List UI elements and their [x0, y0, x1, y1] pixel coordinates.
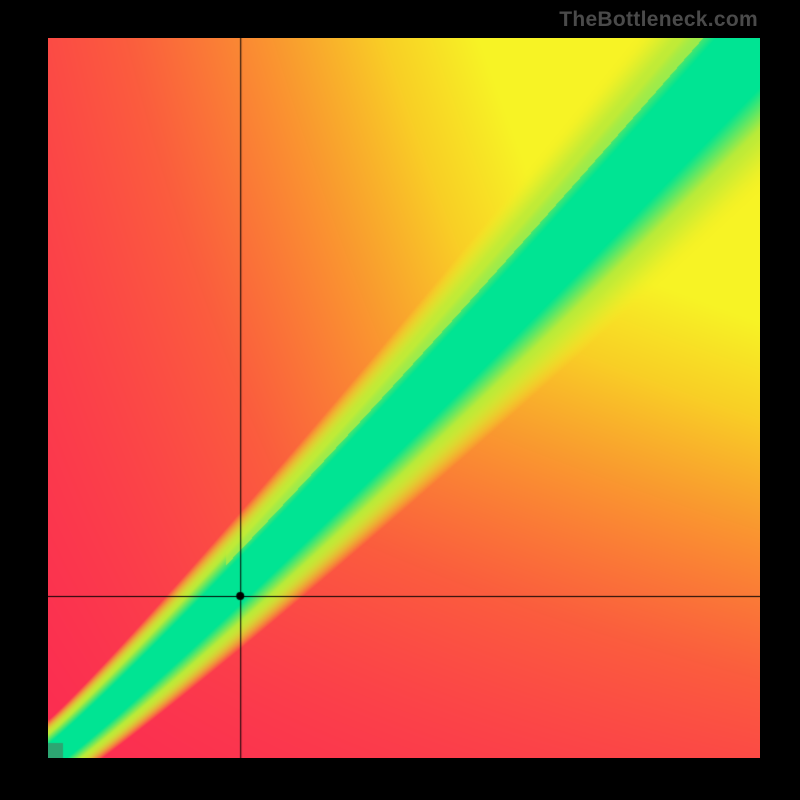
- bottleneck-heatmap: [48, 38, 760, 758]
- heatmap-canvas: [48, 38, 760, 758]
- watermark-text: TheBottleneck.com: [559, 8, 758, 32]
